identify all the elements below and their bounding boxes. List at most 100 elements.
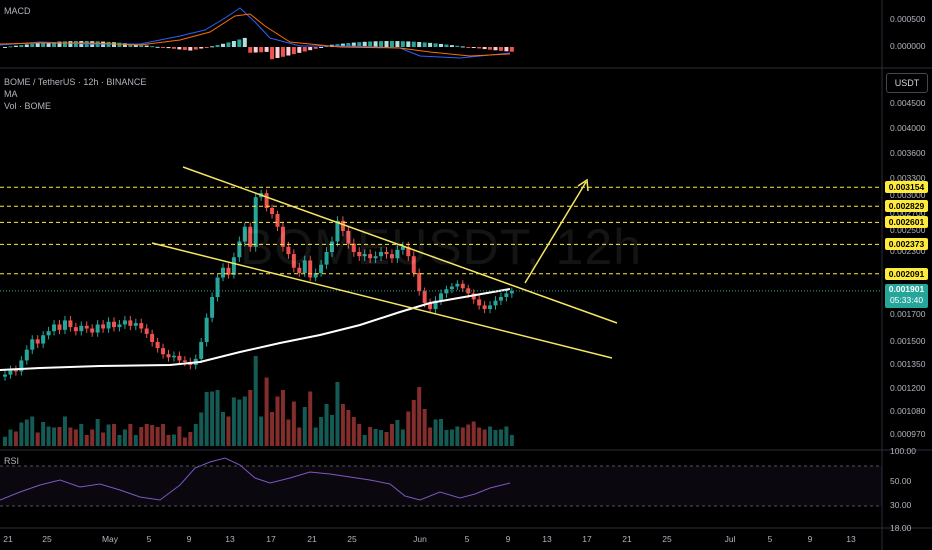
macd-histogram-bar bbox=[68, 41, 73, 47]
candle-body bbox=[79, 325, 84, 332]
macd-histogram-bar bbox=[444, 44, 449, 47]
macd-histogram-bar bbox=[35, 43, 40, 47]
breakout-arrow bbox=[524, 181, 587, 284]
volume-bar bbox=[335, 382, 340, 446]
macd-histogram-bar bbox=[237, 39, 242, 47]
time-axis-tick: May bbox=[101, 534, 119, 544]
candle-body bbox=[286, 246, 291, 255]
candle-body bbox=[204, 317, 209, 342]
candle-body bbox=[324, 252, 329, 265]
macd-histogram-bar bbox=[362, 41, 367, 47]
candle-body bbox=[117, 324, 122, 328]
macd-histogram-bar bbox=[340, 43, 345, 47]
volume-bar bbox=[313, 427, 318, 446]
candle-body bbox=[319, 264, 324, 273]
volume-bar bbox=[411, 400, 416, 446]
volume-bar bbox=[417, 387, 422, 446]
current-price-value: 0.001901 bbox=[888, 283, 925, 294]
macd-histogram-bar bbox=[3, 47, 7, 48]
candle-body bbox=[150, 333, 155, 342]
volume-bar bbox=[253, 356, 258, 446]
macd-histogram-bar bbox=[13, 45, 18, 47]
macd-histogram-bar bbox=[346, 43, 351, 47]
volume-bar bbox=[90, 429, 95, 446]
macd-histogram-bar bbox=[406, 41, 411, 47]
macd-histogram-bar bbox=[297, 47, 302, 53]
macd-histogram-bar bbox=[199, 47, 204, 49]
currency-unit-button[interactable]: USDT bbox=[886, 73, 928, 93]
candle-body bbox=[221, 267, 225, 278]
level-price-tag: 0.002091 bbox=[885, 267, 928, 280]
candle-body bbox=[112, 321, 116, 328]
time-axis-tick: 25 bbox=[347, 534, 357, 544]
volume-bar bbox=[340, 404, 345, 446]
macd-histogram-bar bbox=[324, 46, 329, 48]
volume-bar bbox=[150, 425, 155, 446]
candle-body bbox=[30, 339, 35, 350]
candle-body bbox=[128, 320, 133, 326]
volume-bar bbox=[155, 427, 160, 446]
candle-body bbox=[8, 369, 13, 375]
time-axis-tick: 25 bbox=[662, 534, 672, 544]
level-price-tag: 0.003154 bbox=[885, 181, 928, 194]
current-price-tag: 0.001901 05:33:40 bbox=[885, 283, 928, 308]
macd-histogram-bar bbox=[226, 42, 231, 47]
macd-label: MACD bbox=[4, 6, 31, 16]
macd-histogram-bar bbox=[373, 41, 378, 47]
candle-body bbox=[68, 320, 73, 328]
macd-histogram-bar bbox=[270, 47, 275, 60]
macd-histogram-bar bbox=[286, 47, 291, 56]
macd-histogram-bar bbox=[161, 47, 166, 48]
volume-bar bbox=[182, 437, 187, 446]
macd-histogram-bar bbox=[182, 47, 187, 51]
candle-body bbox=[422, 291, 427, 303]
macd-histogram-bar bbox=[177, 47, 182, 50]
candle-body bbox=[351, 243, 356, 252]
candle-body bbox=[308, 260, 313, 278]
volume-bar bbox=[62, 416, 67, 446]
volume-bar bbox=[368, 427, 373, 446]
candle-body bbox=[242, 226, 247, 242]
volume-bar bbox=[226, 416, 231, 446]
candle-body bbox=[357, 252, 362, 257]
macd-histogram-bar bbox=[291, 47, 296, 55]
macd-histogram-bar bbox=[319, 47, 324, 48]
bar-countdown: 05:33:40 bbox=[889, 294, 924, 305]
volume-bar bbox=[351, 417, 356, 446]
volume-bar bbox=[319, 417, 324, 446]
candle-body bbox=[210, 297, 215, 318]
volume-bar bbox=[280, 390, 285, 446]
candle-body bbox=[373, 256, 378, 259]
volume-bar bbox=[46, 426, 51, 446]
macd-histogram-bar bbox=[308, 47, 313, 51]
candle-body bbox=[406, 246, 411, 257]
macd-histogram-bar bbox=[259, 47, 264, 53]
candle-body bbox=[291, 254, 296, 268]
volume-bar bbox=[84, 435, 89, 446]
volume-bar bbox=[308, 391, 313, 446]
chart-title: BOME / TetherUS · 12h · BINANCE bbox=[4, 77, 147, 87]
macd-histogram-bar bbox=[379, 41, 384, 47]
macd-histogram-bar bbox=[231, 40, 236, 47]
price-axis-tick: 0.003000 bbox=[890, 190, 926, 200]
candle-body bbox=[455, 283, 460, 287]
candle-body bbox=[199, 342, 204, 359]
macd-histogram-bar bbox=[52, 41, 57, 47]
candle-body bbox=[400, 246, 405, 250]
macd-histogram-bar bbox=[302, 47, 307, 52]
volume-bar bbox=[379, 430, 384, 446]
volume-bar bbox=[498, 429, 503, 446]
macd-histogram-bar bbox=[504, 47, 509, 52]
volume-bar bbox=[286, 419, 291, 446]
time-axis-tick: 5 bbox=[146, 534, 152, 544]
price-axis-tick: 0.001200 bbox=[890, 383, 926, 393]
macd-histogram-bar bbox=[368, 41, 373, 47]
candle-body bbox=[449, 286, 454, 290]
macd-histogram-bar bbox=[150, 46, 155, 48]
volume-bar bbox=[166, 435, 171, 446]
price-axis-tick: 0.001500 bbox=[890, 336, 926, 346]
time-axis-tick: 21 bbox=[307, 534, 317, 544]
wedge-lower-trendline bbox=[151, 242, 613, 359]
candle-body bbox=[482, 305, 487, 309]
